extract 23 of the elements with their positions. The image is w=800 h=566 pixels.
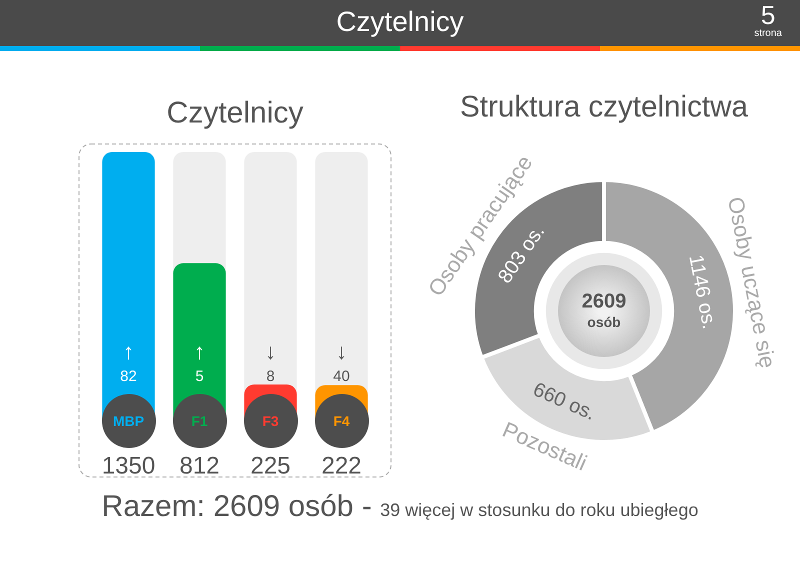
text: Razem: 2609 osób - 39 więcej w stosunku do roku ubiegłego bbox=[100, 490, 700, 524]
chart-title: Struktura czytelnictwa bbox=[460, 90, 748, 124]
data-label: 660 os. bbox=[530, 378, 599, 425]
text: strona bbox=[754, 28, 782, 40]
annotation: ↓ 40 bbox=[333, 339, 350, 386]
text: 5 bbox=[760, 0, 776, 30]
circle-badge: F4 bbox=[314, 394, 368, 448]
circle-badge: F3 bbox=[244, 394, 298, 448]
annotation: ↑ 82 bbox=[120, 339, 137, 386]
data-label: 1350 bbox=[102, 452, 156, 480]
data-label: 225 bbox=[250, 452, 291, 480]
circle-badge: F1 bbox=[172, 394, 226, 448]
text: ↑ bbox=[194, 339, 205, 364]
data-label: 1146 os. bbox=[684, 252, 720, 332]
chart-title: Czytelnicy bbox=[166, 96, 304, 130]
text: 2609 osób bbox=[582, 290, 626, 330]
annotation: 5 bbox=[195, 368, 204, 386]
circle-badge: MBP bbox=[102, 394, 156, 448]
data-label: 812 bbox=[179, 452, 220, 480]
slice-label: Osoby uczące się bbox=[722, 194, 780, 370]
data-label: 222 bbox=[321, 452, 362, 480]
text: Czytelnicy bbox=[336, 6, 464, 37]
annotation: ↓ 8 bbox=[265, 339, 276, 386]
